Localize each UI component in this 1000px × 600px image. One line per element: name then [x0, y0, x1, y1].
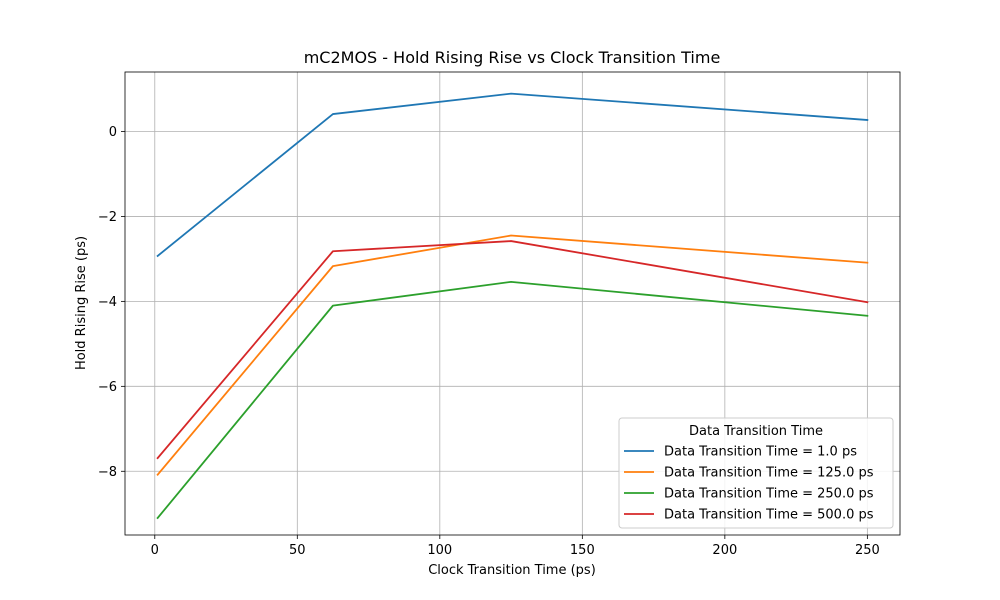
legend-items: Data Transition Time = 1.0 ps Data Transi…: [624, 445, 874, 523]
y-axis-label: Hold Rising Rise (ps): [74, 236, 89, 370]
legend-label-0: Data Transition Time = 1.0 ps: [664, 445, 857, 460]
x-tick-label: 200: [712, 543, 737, 558]
y-tick-label: −2: [98, 210, 117, 225]
legend: Data Transition Time Data Transition Tim…: [618, 417, 894, 529]
x-axis-label: Clock Transition Time (ps): [428, 563, 596, 578]
chart-title: mC2MOS - Hold Rising Rise vs Clock Trans…: [304, 48, 721, 67]
series-line-0: [156, 92, 869, 258]
y-tick-label: 0: [109, 125, 117, 140]
legend-label-2: Data Transition Time = 250.0 ps: [664, 487, 874, 502]
legend-label-1: Data Transition Time = 125.0 ps: [664, 466, 874, 481]
legend-box: [618, 417, 894, 529]
x-tick-label: 250: [855, 543, 880, 558]
legend-label-3: Data Transition Time = 500.0 ps: [664, 508, 874, 523]
legend-title: Data Transition Time: [689, 424, 823, 439]
x-tick-label: 100: [427, 543, 452, 558]
x-axis-ticks: 0 50 100 150 200 250: [151, 535, 880, 558]
y-tick-label: −4: [98, 295, 117, 310]
x-tick-label: 0: [151, 543, 159, 558]
series-lines: [156, 92, 869, 520]
y-axis-ticks: −8 −6 −4 −2 0: [98, 125, 125, 480]
series-line-1: [156, 234, 869, 476]
y-tick-label: −6: [98, 380, 117, 395]
y-tick-label: −8: [98, 465, 117, 480]
plot-area-frame: [124, 71, 901, 536]
series-line-3: [156, 240, 869, 460]
series-line-2: [156, 280, 869, 520]
x-tick-label: 50: [289, 543, 306, 558]
x-tick-label: 150: [570, 543, 595, 558]
